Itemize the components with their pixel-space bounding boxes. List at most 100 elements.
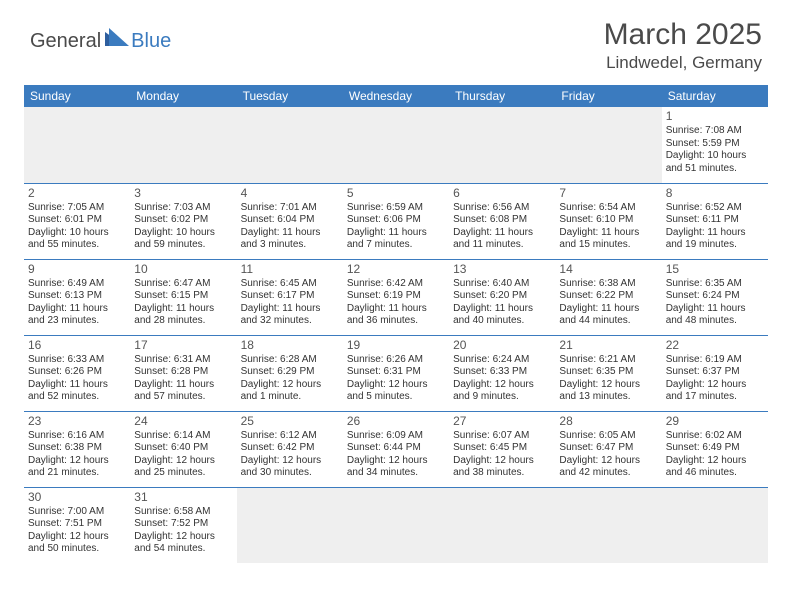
day-number: 10 [134, 262, 232, 277]
sunrise-line: Sunrise: 6:52 AM [666, 202, 764, 215]
title-block: March 2025 Lindwedel, Germany [604, 18, 762, 73]
daylight-line: Daylight: 10 hours and 59 minutes. [134, 227, 232, 252]
sunset-line: Sunset: 6:04 PM [241, 214, 339, 227]
brand-triangle-icon [105, 28, 129, 46]
sunset-line: Sunset: 6:42 PM [241, 442, 339, 455]
daylight-line: Daylight: 12 hours and 50 minutes. [28, 531, 126, 556]
calendar-cell: 13Sunrise: 6:40 AMSunset: 6:20 PMDayligh… [449, 259, 555, 335]
daylight-line: Daylight: 11 hours and 11 minutes. [453, 227, 551, 252]
day-number: 26 [347, 414, 445, 429]
day-number: 4 [241, 186, 339, 201]
calendar-cell [343, 487, 449, 563]
day-number: 8 [666, 186, 764, 201]
calendar-cell [343, 107, 449, 183]
sunset-line: Sunset: 6:47 PM [559, 442, 657, 455]
calendar-cell [130, 107, 236, 183]
daylight-line: Daylight: 12 hours and 5 minutes. [347, 379, 445, 404]
sunset-line: Sunset: 6:17 PM [241, 290, 339, 303]
daylight-line: Daylight: 12 hours and 46 minutes. [666, 455, 764, 480]
sunset-line: Sunset: 6:28 PM [134, 366, 232, 379]
sunset-line: Sunset: 6:35 PM [559, 366, 657, 379]
calendar-cell: 29Sunrise: 6:02 AMSunset: 6:49 PMDayligh… [662, 411, 768, 487]
day-number: 2 [28, 186, 126, 201]
location-label: Lindwedel, Germany [604, 53, 762, 73]
calendar-cell: 10Sunrise: 6:47 AMSunset: 6:15 PMDayligh… [130, 259, 236, 335]
calendar-cell: 25Sunrise: 6:12 AMSunset: 6:42 PMDayligh… [237, 411, 343, 487]
calendar-row: 2Sunrise: 7:05 AMSunset: 6:01 PMDaylight… [24, 183, 768, 259]
sunset-line: Sunset: 7:52 PM [134, 518, 232, 531]
calendar-cell: 15Sunrise: 6:35 AMSunset: 6:24 PMDayligh… [662, 259, 768, 335]
day-header: Tuesday [237, 85, 343, 107]
daylight-line: Daylight: 10 hours and 51 minutes. [666, 150, 764, 175]
day-number: 13 [453, 262, 551, 277]
daylight-line: Daylight: 11 hours and 48 minutes. [666, 303, 764, 328]
sunset-line: Sunset: 6:20 PM [453, 290, 551, 303]
calendar-cell: 19Sunrise: 6:26 AMSunset: 6:31 PMDayligh… [343, 335, 449, 411]
sunset-line: Sunset: 6:08 PM [453, 214, 551, 227]
day-header-row: Sunday Monday Tuesday Wednesday Thursday… [24, 85, 768, 107]
daylight-line: Daylight: 12 hours and 34 minutes. [347, 455, 445, 480]
day-number: 29 [666, 414, 764, 429]
sunrise-line: Sunrise: 6:45 AM [241, 278, 339, 291]
calendar-cell: 27Sunrise: 6:07 AMSunset: 6:45 PMDayligh… [449, 411, 555, 487]
sunset-line: Sunset: 6:38 PM [28, 442, 126, 455]
sunset-line: Sunset: 6:44 PM [347, 442, 445, 455]
sunrise-line: Sunrise: 6:42 AM [347, 278, 445, 291]
sunset-line: Sunset: 6:31 PM [347, 366, 445, 379]
sunset-line: Sunset: 6:33 PM [453, 366, 551, 379]
calendar-row: 30Sunrise: 7:00 AMSunset: 7:51 PMDayligh… [24, 487, 768, 563]
daylight-line: Daylight: 12 hours and 38 minutes. [453, 455, 551, 480]
day-number: 7 [559, 186, 657, 201]
calendar-row: 1Sunrise: 7:08 AMSunset: 5:59 PMDaylight… [24, 107, 768, 183]
day-number: 17 [134, 338, 232, 353]
day-number: 1 [666, 109, 764, 124]
calendar-row: 9Sunrise: 6:49 AMSunset: 6:13 PMDaylight… [24, 259, 768, 335]
calendar-cell: 7Sunrise: 6:54 AMSunset: 6:10 PMDaylight… [555, 183, 661, 259]
calendar-cell: 9Sunrise: 6:49 AMSunset: 6:13 PMDaylight… [24, 259, 130, 335]
daylight-line: Daylight: 12 hours and 21 minutes. [28, 455, 126, 480]
calendar-cell: 6Sunrise: 6:56 AMSunset: 6:08 PMDaylight… [449, 183, 555, 259]
daylight-line: Daylight: 11 hours and 19 minutes. [666, 227, 764, 252]
calendar-row: 16Sunrise: 6:33 AMSunset: 6:26 PMDayligh… [24, 335, 768, 411]
daylight-line: Daylight: 12 hours and 13 minutes. [559, 379, 657, 404]
daylight-line: Daylight: 11 hours and 40 minutes. [453, 303, 551, 328]
sunset-line: Sunset: 6:06 PM [347, 214, 445, 227]
daylight-line: Daylight: 11 hours and 32 minutes. [241, 303, 339, 328]
daylight-line: Daylight: 11 hours and 3 minutes. [241, 227, 339, 252]
day-number: 19 [347, 338, 445, 353]
day-number: 16 [28, 338, 126, 353]
daylight-line: Daylight: 12 hours and 9 minutes. [453, 379, 551, 404]
sunset-line: Sunset: 6:13 PM [28, 290, 126, 303]
month-title: March 2025 [604, 18, 762, 52]
daylight-line: Daylight: 11 hours and 57 minutes. [134, 379, 232, 404]
sunset-line: Sunset: 6:49 PM [666, 442, 764, 455]
day-number: 23 [28, 414, 126, 429]
sunset-line: Sunset: 6:15 PM [134, 290, 232, 303]
day-number: 31 [134, 490, 232, 505]
calendar-cell: 22Sunrise: 6:19 AMSunset: 6:37 PMDayligh… [662, 335, 768, 411]
daylight-line: Daylight: 11 hours and 28 minutes. [134, 303, 232, 328]
sunrise-line: Sunrise: 6:40 AM [453, 278, 551, 291]
day-header: Friday [555, 85, 661, 107]
daylight-line: Daylight: 12 hours and 30 minutes. [241, 455, 339, 480]
calendar-cell [555, 487, 661, 563]
sunset-line: Sunset: 6:29 PM [241, 366, 339, 379]
daylight-line: Daylight: 12 hours and 54 minutes. [134, 531, 232, 556]
daylight-line: Daylight: 11 hours and 44 minutes. [559, 303, 657, 328]
sunset-line: Sunset: 6:01 PM [28, 214, 126, 227]
sunrise-line: Sunrise: 6:33 AM [28, 354, 126, 367]
calendar-cell: 5Sunrise: 6:59 AMSunset: 6:06 PMDaylight… [343, 183, 449, 259]
calendar-cell: 20Sunrise: 6:24 AMSunset: 6:33 PMDayligh… [449, 335, 555, 411]
day-number: 21 [559, 338, 657, 353]
day-number: 27 [453, 414, 551, 429]
brand-word-1: General [30, 30, 101, 53]
sunrise-line: Sunrise: 6:26 AM [347, 354, 445, 367]
sunrise-line: Sunrise: 7:01 AM [241, 202, 339, 215]
calendar-cell: 12Sunrise: 6:42 AMSunset: 6:19 PMDayligh… [343, 259, 449, 335]
sunrise-line: Sunrise: 7:08 AM [666, 125, 764, 138]
calendar-cell [449, 107, 555, 183]
day-number: 24 [134, 414, 232, 429]
daylight-line: Daylight: 12 hours and 1 minute. [241, 379, 339, 404]
day-number: 14 [559, 262, 657, 277]
daylight-line: Daylight: 11 hours and 7 minutes. [347, 227, 445, 252]
